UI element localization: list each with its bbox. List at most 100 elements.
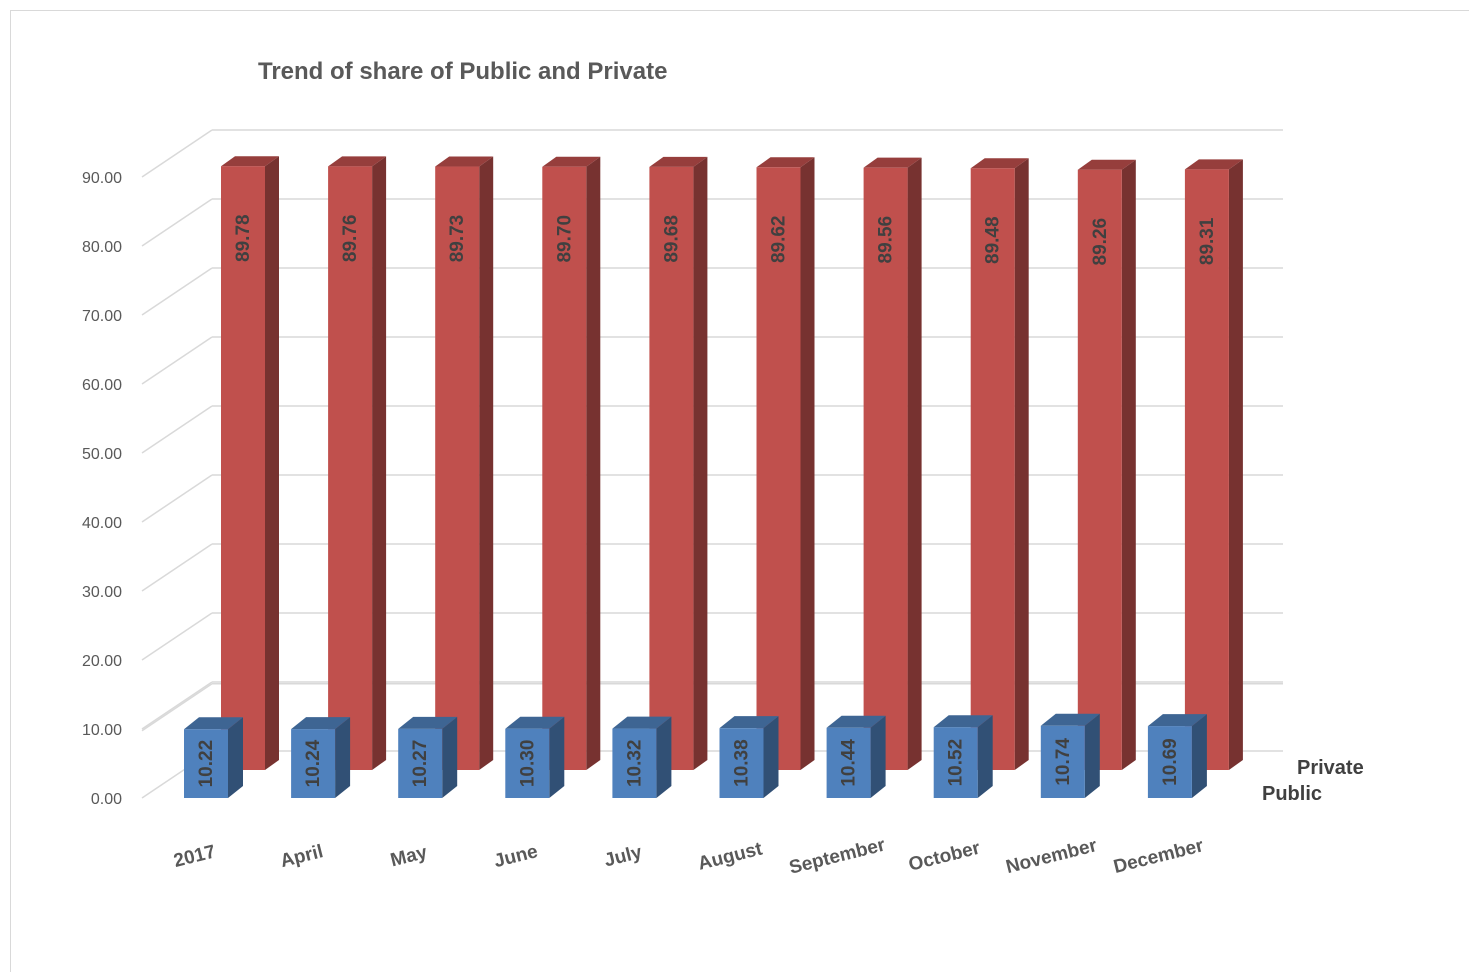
public-bar-side bbox=[335, 717, 351, 798]
gridline-diagonal bbox=[141, 683, 213, 732]
public-bar-top bbox=[1040, 713, 1100, 726]
x-tick-label: December bbox=[1111, 835, 1206, 878]
private-bar-top bbox=[756, 157, 815, 168]
public-bar-front bbox=[1147, 726, 1192, 798]
public-data-label: 10.69 bbox=[1160, 738, 1181, 786]
x-tick-label: November bbox=[1004, 835, 1100, 878]
private-bar-top bbox=[1184, 159, 1243, 170]
public-bar-front bbox=[719, 728, 764, 798]
public-bar-side bbox=[1191, 714, 1207, 798]
x-axis-ticks: 2017 April May June July August September Octob… bbox=[172, 834, 1207, 878]
private-bar-top bbox=[328, 156, 387, 167]
x-tick-label: September bbox=[787, 834, 888, 878]
private-bar bbox=[1077, 159, 1136, 771]
private-bar-side bbox=[1014, 158, 1029, 771]
private-bar-front bbox=[435, 166, 480, 770]
y-tick-label: 50.00 bbox=[82, 446, 122, 463]
public-bar bbox=[505, 716, 565, 798]
public-bar bbox=[398, 716, 458, 798]
private-bar-front bbox=[542, 166, 587, 770]
public-bar-top bbox=[826, 715, 886, 728]
public-data-label: 10.44 bbox=[839, 739, 860, 787]
y-tick-label: 10.00 bbox=[82, 722, 122, 739]
public-data-label: 10.24 bbox=[303, 739, 324, 787]
y-tick-label: 30.00 bbox=[82, 584, 122, 601]
public-bar-side bbox=[656, 716, 672, 798]
private-bar-front bbox=[970, 168, 1015, 771]
gridline-diagonal bbox=[141, 474, 213, 523]
private-bar bbox=[863, 157, 922, 771]
public-bar-front bbox=[826, 727, 871, 798]
y-tick-label: 0.00 bbox=[91, 791, 122, 808]
series-axis-labels: Private Public bbox=[1262, 757, 1364, 805]
private-data-label: 89.62 bbox=[769, 215, 790, 263]
private-data-label: 89.73 bbox=[447, 215, 468, 263]
y-tick-label: 20.00 bbox=[82, 653, 122, 670]
private-bar-side bbox=[586, 156, 601, 770]
private-bar-top bbox=[542, 156, 601, 167]
public-bar-side bbox=[549, 716, 565, 798]
private-bar-top bbox=[435, 156, 494, 167]
private-data-label: 89.78 bbox=[233, 214, 254, 262]
private-bar-front bbox=[1077, 169, 1122, 771]
public-bar-side bbox=[1084, 713, 1100, 798]
private-bar-top bbox=[649, 156, 708, 167]
x-tick-label: July bbox=[602, 842, 644, 872]
public-bar bbox=[933, 715, 993, 798]
private-bar bbox=[1184, 159, 1243, 770]
public-bar-front bbox=[291, 729, 336, 798]
private-bar-front bbox=[221, 166, 265, 770]
private-bar-side bbox=[907, 157, 922, 771]
public-bar-front bbox=[612, 728, 657, 798]
y-axis-ticks: 0.00 10.00 20.00 30.00 40.00 50.00 60.00 70.00 8… bbox=[82, 170, 122, 808]
public-bar bbox=[1040, 713, 1100, 798]
public-bar bbox=[291, 717, 351, 798]
private-bar-top bbox=[863, 157, 922, 168]
chart-frame bbox=[10, 10, 1469, 972]
public-data-label: 10.38 bbox=[732, 739, 753, 787]
public-data-label: 10.22 bbox=[196, 740, 217, 788]
public-bar-side bbox=[977, 715, 993, 798]
gridline-diagonal bbox=[141, 681, 213, 730]
public-data-label: 10.32 bbox=[624, 740, 645, 788]
private-bar-side bbox=[1121, 159, 1136, 771]
public-bar bbox=[719, 716, 779, 798]
public-bar bbox=[826, 715, 886, 798]
y-tick-label: 80.00 bbox=[82, 239, 122, 256]
y-tick-label: 90.00 bbox=[82, 170, 122, 187]
private-bar-front bbox=[649, 166, 694, 771]
public-bar-top bbox=[184, 717, 243, 730]
public-bar-front bbox=[933, 727, 978, 798]
private-bar-top bbox=[970, 158, 1029, 169]
private-bar-top bbox=[221, 156, 279, 167]
public-bar-side bbox=[228, 717, 243, 798]
public-bar-top bbox=[291, 717, 351, 730]
private-bar-front bbox=[863, 167, 908, 771]
y-tick-label: 60.00 bbox=[82, 377, 122, 394]
private-data-label: 89.76 bbox=[340, 215, 361, 263]
public-bar-top bbox=[719, 716, 779, 729]
public-bar-side bbox=[870, 715, 886, 798]
private-data-label: 89.68 bbox=[661, 215, 682, 263]
public-bar-top bbox=[398, 716, 458, 729]
gridline-diagonal bbox=[141, 612, 213, 661]
private-bar bbox=[542, 156, 601, 770]
y-tick-label: 70.00 bbox=[82, 308, 122, 325]
x-tick-label: August bbox=[696, 838, 765, 874]
private-bar bbox=[221, 156, 279, 770]
public-bar-side bbox=[442, 716, 458, 798]
private-bar-side bbox=[479, 156, 494, 770]
gridline-diagonal bbox=[141, 129, 213, 178]
private-bar bbox=[970, 158, 1029, 771]
private-data-label: 89.48 bbox=[983, 216, 1004, 264]
public-bar-top bbox=[612, 716, 672, 729]
public-bar-front bbox=[1040, 725, 1085, 798]
series-name-private: Private bbox=[1297, 757, 1364, 779]
x-tick-label: May bbox=[388, 842, 429, 871]
public-bar-front bbox=[505, 728, 550, 798]
gridline-diagonal bbox=[141, 198, 213, 247]
public-bar-top bbox=[505, 716, 565, 729]
gridline-diagonal bbox=[141, 267, 213, 316]
private-bar-top bbox=[1077, 159, 1136, 170]
private-data-label: 89.70 bbox=[554, 215, 575, 263]
